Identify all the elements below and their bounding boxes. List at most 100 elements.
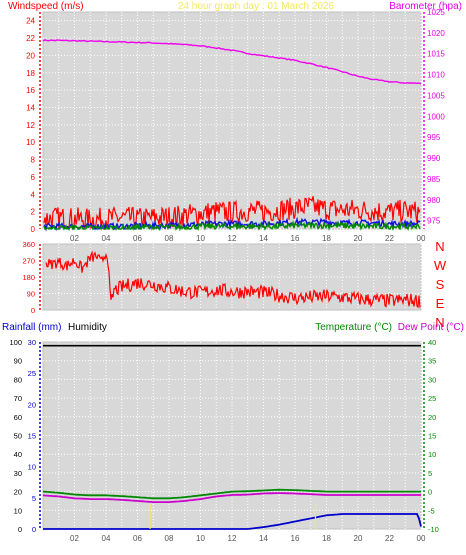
temp-tick-label: 10: [428, 450, 436, 459]
baro-tick-label: 975: [427, 217, 441, 226]
x-tick-label: 18: [322, 234, 331, 243]
wind-tick-label: 12: [26, 121, 35, 130]
temp-tick-label: 5: [428, 469, 432, 478]
baro-tick-label: 980: [427, 196, 441, 205]
baro-tick-label: 1010: [427, 71, 445, 80]
x-tick-label: 20: [354, 534, 363, 543]
rain-tick-label: 25: [28, 369, 36, 378]
x-tick-label: 14: [259, 234, 268, 243]
temp-tick-label: 0: [428, 488, 432, 497]
rainfall-series-line: [43, 513, 422, 530]
humidity-tick-label: 30: [14, 469, 22, 478]
humidity-tick-label: 40: [14, 450, 22, 459]
compass-label: N: [435, 239, 444, 254]
baro-tick-label: 995: [427, 133, 441, 142]
rain-tick-label: 30: [28, 338, 36, 347]
dir-tick-label: 0: [31, 306, 35, 315]
chart-title: 24 hour graph day : 01 March 2026: [178, 1, 335, 12]
x-tick-label: 20: [354, 234, 363, 243]
compass-label: S: [436, 277, 445, 292]
temp-tick-label: 35: [428, 357, 436, 366]
compass-label: N: [435, 315, 444, 330]
x-tick-label: 10: [196, 234, 205, 243]
rain-tick-label: 5: [32, 494, 36, 503]
rainfall-axis-label: Rainfall (mm): [2, 322, 61, 333]
wind-tick-label: 22: [26, 34, 35, 43]
wind_lull-series-line: [43, 220, 421, 232]
x-tick-label: 04: [102, 234, 111, 243]
direction-series-line: [45, 250, 421, 309]
rain-tick-label: 20: [28, 400, 36, 409]
x-tick-label: 12: [228, 234, 237, 243]
temp-tick-label: 25: [428, 394, 436, 403]
series-layer: [42, 39, 422, 530]
temp-tick-label: 15: [428, 432, 436, 441]
x-tick-label: 06: [133, 234, 142, 243]
wind-tick-label: 6: [31, 173, 36, 182]
wind-tick-label: 18: [26, 69, 35, 78]
wind-tick-label: 0: [31, 225, 36, 234]
wind-tick-label: 10: [26, 138, 35, 147]
compass-label: E: [436, 296, 445, 311]
x-tick-label: 08: [165, 234, 174, 243]
x-tick-label: 06: [133, 534, 142, 543]
x-tick-label: 10: [196, 534, 205, 543]
baro-tick-label: 1020: [427, 29, 445, 38]
wind-tick-label: 14: [26, 103, 35, 112]
humidity-tick-label: 100: [9, 338, 22, 347]
baro-tick-label: 1025: [427, 8, 445, 17]
x-tick-label: 22: [385, 234, 394, 243]
humidity-tick-label: 20: [14, 488, 22, 497]
tick-labels: 02 04 06 08 10 12 14 16 18 20 22 002422201816141210…: [9, 8, 446, 543]
dir-tick-label: 360: [22, 240, 35, 249]
baro-tick-label: 990: [427, 154, 441, 163]
x-tick-label: 12: [228, 534, 237, 543]
humidity-axis-label: Humidity: [68, 322, 107, 333]
wind-tick-label: 2: [31, 208, 36, 217]
wind-tick-label: 20: [26, 51, 35, 60]
humidity-tick-label: 0: [18, 525, 22, 534]
baro-tick-label: 1000: [427, 112, 445, 121]
x-tick-label: 04: [102, 534, 111, 543]
x-tick-label: 02: [70, 234, 79, 243]
dir-tick-label: 90: [27, 290, 35, 299]
temp-tick-label: -5: [428, 506, 435, 515]
wind-tick-label: 4: [31, 190, 36, 199]
x-tick-label: 14: [259, 534, 268, 543]
x-tick-label: 00: [417, 234, 426, 243]
gridlines: [43, 12, 422, 529]
humidity-tick-label: 10: [14, 506, 22, 515]
x-tick-label: 02: [70, 534, 79, 543]
temp-tick-label: -10: [428, 525, 439, 534]
x-tick-label: 00: [417, 534, 426, 543]
x-tick-label: 16: [291, 234, 300, 243]
temp-tick-label: 30: [428, 375, 436, 384]
dewpoint-axis-label: Dew Point (°C): [398, 322, 464, 333]
temp-tick-label: 20: [428, 413, 436, 422]
dir-tick-label: 270: [22, 257, 35, 266]
humidity-tick-label: 50: [14, 432, 22, 441]
rain-tick-label: 0: [32, 525, 36, 534]
humidity-tick-label: 80: [14, 375, 22, 384]
temperature-axis-label: Temperature (°C): [315, 322, 392, 333]
x-tick-label: 08: [165, 534, 174, 543]
humidity-tick-label: 90: [14, 357, 22, 366]
x-tick-label: 22: [385, 534, 394, 543]
baro-tick-label: 985: [427, 175, 441, 184]
dew-point-series-line: [42, 492, 421, 504]
rain-tick-label: 15: [28, 432, 36, 441]
baro-tick-label: 1005: [427, 91, 445, 100]
barometer-series-line: [42, 39, 422, 85]
wind-tick-label: 8: [31, 156, 36, 165]
temp-tick-label: 40: [428, 338, 436, 347]
windspeed-axis-label: Windspeed (m/s): [8, 1, 84, 12]
temperature-series-line: [42, 488, 421, 500]
barometer-axis-label: Barometer (hpa): [389, 1, 462, 12]
rain-tick-label: 10: [28, 463, 36, 472]
axes-layer: [39, 12, 425, 529]
humidity-tick-label: 70: [14, 394, 22, 403]
humidity-tick-label: 60: [14, 413, 22, 422]
dir-tick-label: 180: [22, 273, 35, 282]
